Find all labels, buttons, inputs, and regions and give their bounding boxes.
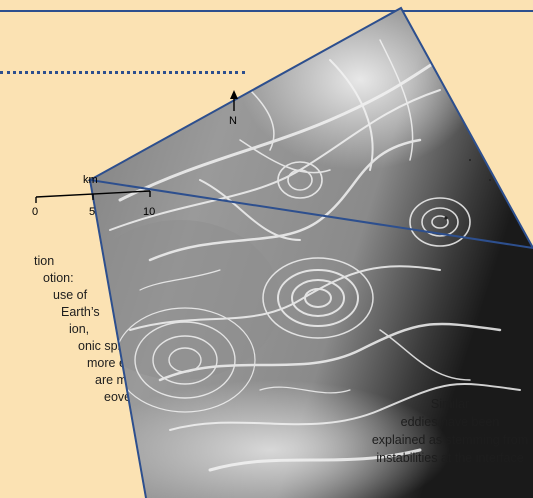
figure-caption: Similar eddies have been explained as st… [350, 395, 533, 467]
caption-line: Similar [430, 397, 470, 411]
caption-line: instabilities at the interface [376, 451, 524, 465]
body-line: Earth’s [61, 305, 100, 319]
scale-tick-label: 0 [32, 206, 38, 218]
scale-tick-label: 5 [89, 206, 95, 218]
scale-tick-label: 10 [143, 206, 155, 218]
body-line: tion [34, 254, 55, 268]
north-label: N [229, 115, 237, 127]
north-arrow-icon [230, 90, 238, 111]
caption-line: explained as stemming from [371, 433, 529, 447]
body-line: ion, [69, 322, 90, 336]
body-line: use of [53, 288, 88, 302]
top-frame-line [0, 10, 533, 12]
scale-bar [35, 190, 151, 203]
dotted-divider [0, 71, 245, 74]
body-line: otion: [43, 271, 74, 285]
scale-unit-label: km [83, 174, 98, 186]
caption-line: eddies have been [400, 415, 500, 429]
